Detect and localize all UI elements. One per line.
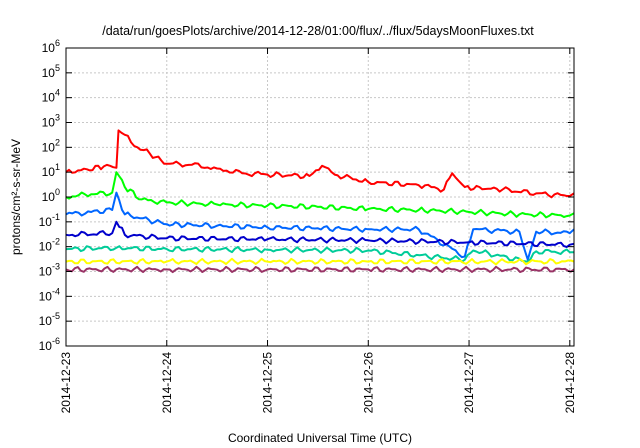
y-axis-label-text: protons/cm²-s-sr-MeV [9,139,23,255]
y-tick-base: 10 [42,190,56,204]
x-tick-label: 2014-12-28 [563,352,577,414]
y-tick-base: 10 [39,265,53,279]
series-line [65,220,575,248]
y-tick-exponent: 0 [55,187,60,197]
y-tick-label: 10-4 [39,286,60,303]
x-tick-label: 2014-12-25 [261,352,275,414]
y-tick-label: 10-6 [39,336,60,353]
y-tick-exponent: 6 [55,38,60,48]
y-tick-label: 104 [42,88,60,105]
y-tick-base: 10 [42,165,56,179]
series-line [65,191,575,261]
y-tick-exponent: 1 [55,162,60,172]
x-tick-label: 2014-12-24 [160,352,174,414]
y-tick-label: 101 [42,162,60,179]
y-tick-label: 10-5 [39,311,60,328]
y-tick-base: 10 [39,215,53,229]
series-layer [65,129,575,274]
x-tick-label: 2014-12-23 [59,352,73,414]
y-tick-base: 10 [39,240,53,254]
y-tick-base: 10 [42,66,56,80]
y-grid [66,72,574,322]
y-tick-base: 10 [42,116,56,130]
y-tick-exponent: 5 [55,63,60,73]
y-tick-base: 10 [42,41,56,55]
y-tick-exponent: -1 [52,212,60,222]
y-axis: 10-610-510-410-310-210-11001011021031041… [39,38,574,353]
y-tick-base: 10 [39,339,53,353]
y-tick-exponent: 2 [55,137,60,147]
y-tick-base: 10 [42,140,56,154]
series-line [65,245,574,263]
series-line [65,257,575,266]
y-tick-exponent: 3 [55,113,60,123]
series-line [65,265,575,274]
series-line [65,129,575,199]
y-tick-label: 10-3 [39,262,60,279]
y-tick-label: 10-2 [39,237,60,254]
y-tick-exponent: -4 [52,286,60,296]
y-tick-base: 10 [39,289,53,303]
y-tick-label: 106 [42,38,60,55]
y-tick-label: 103 [42,113,60,130]
series-line [65,171,575,219]
y-tick-label: 100 [42,187,60,204]
x-axis-label: Coordinated Universal Time (UTC) [228,431,412,445]
x-tick-label: 2014-12-26 [361,352,375,414]
y-tick-label: 10-1 [39,212,60,229]
y-tick-base: 10 [42,91,56,105]
y-tick-label: 105 [42,63,60,80]
y-tick-exponent: -6 [52,336,60,346]
y-tick-exponent: -3 [52,262,60,272]
y-tick-base: 10 [39,314,53,328]
y-tick-exponent: -2 [52,237,60,247]
y-tick-exponent: -5 [52,311,60,321]
chart-title: /data/run/goesPlots/archive/2014-12-28/0… [102,24,534,38]
x-tick-label: 2014-12-27 [462,352,476,414]
y-tick-label: 102 [42,137,60,154]
y-tick-exponent: 4 [55,88,60,98]
y-axis-label: protons/cm²-s-sr-MeV [9,139,23,255]
x-axis: 2014-12-23 2014-12-24 2014-12-25 2014-12-26… [59,48,577,413]
